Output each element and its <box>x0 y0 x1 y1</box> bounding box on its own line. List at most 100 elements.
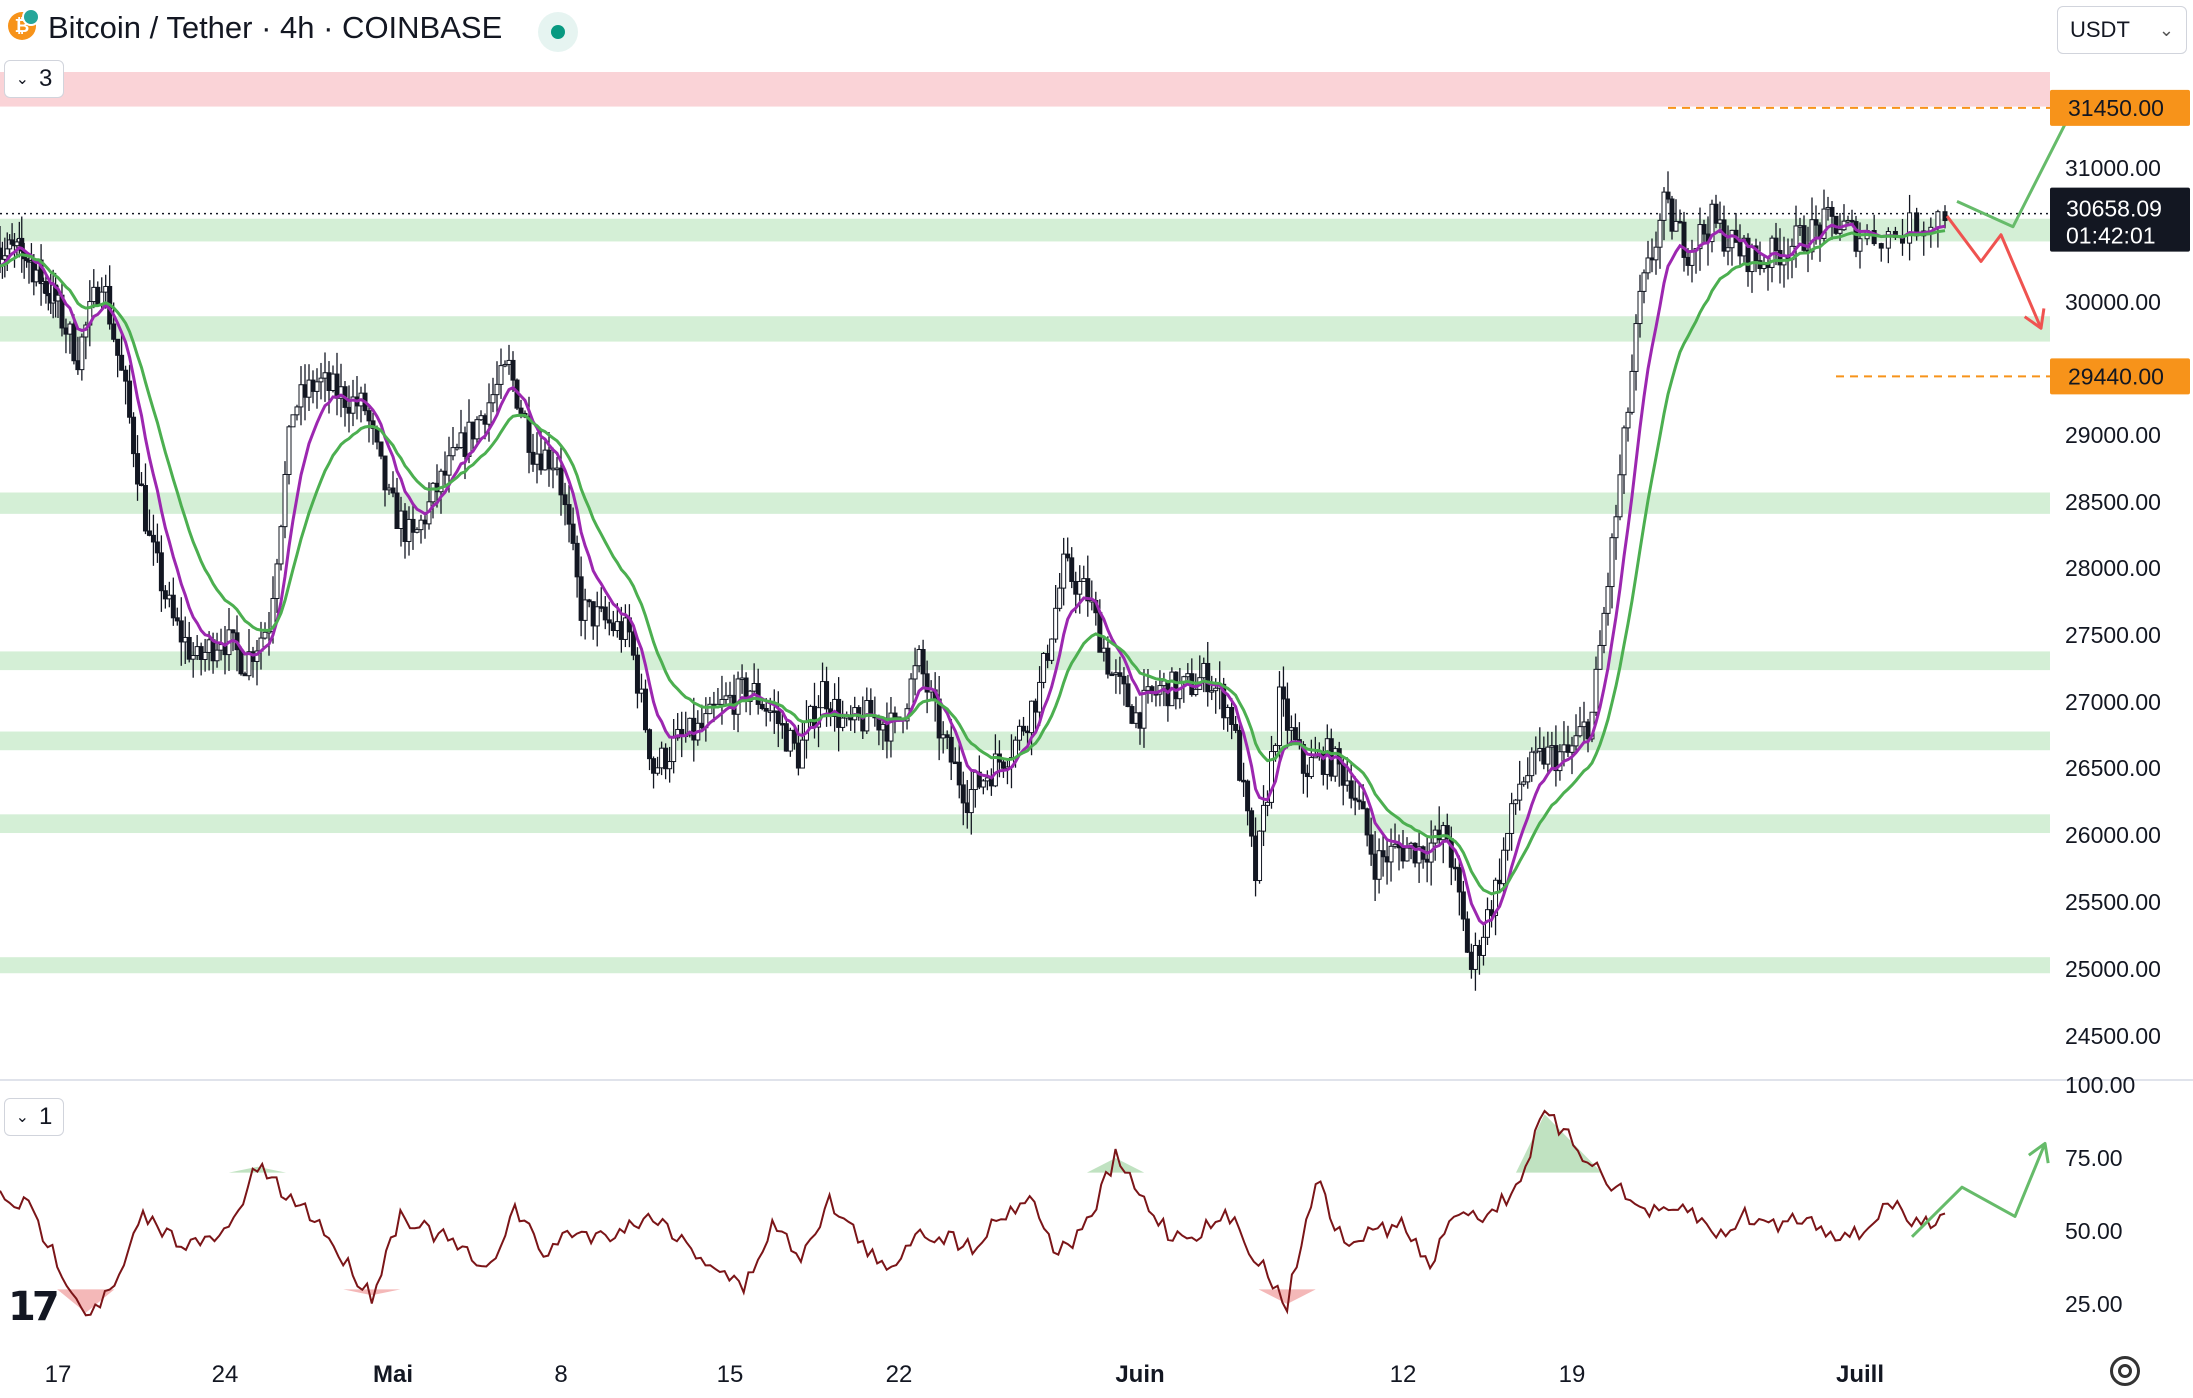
moving-averages <box>0 222 1946 926</box>
candle-body <box>610 622 616 632</box>
market-status-icon[interactable] <box>538 12 578 52</box>
candle-body <box>1468 951 1474 970</box>
bar-countdown-label: 01:42:01 <box>2066 223 2156 249</box>
currency-selector[interactable]: USDT ⌄ <box>2057 6 2187 54</box>
candle-body <box>1617 474 1623 518</box>
last-price-label: 30658.09 <box>2066 196 2162 222</box>
candle-body <box>1424 858 1430 863</box>
candle-body <box>1537 747 1543 752</box>
rsi-legend-toggle[interactable]: ⌄ 1 <box>4 1098 64 1136</box>
candle-body <box>1348 780 1354 799</box>
candle-body <box>194 646 200 657</box>
candle-body <box>158 552 164 592</box>
candle-body <box>1292 727 1298 741</box>
candle-body <box>892 712 898 718</box>
candle-body <box>4 248 10 257</box>
support-zone <box>0 492 2050 514</box>
candle-body <box>1356 799 1362 803</box>
candle-body <box>1545 746 1551 765</box>
candle-body <box>278 526 284 565</box>
candle-body <box>622 617 628 640</box>
main-legend-toggle[interactable]: ⌄ 3 <box>4 60 64 98</box>
time-tick-label: 8 <box>554 1361 567 1388</box>
settings-gear-icon[interactable] <box>2110 1356 2140 1386</box>
candle-body <box>1257 830 1263 882</box>
candle-body <box>924 673 930 693</box>
candle-body <box>414 529 420 533</box>
candle-body <box>446 455 452 476</box>
candle-body <box>1300 744 1306 774</box>
candle-body <box>763 707 769 712</box>
candle-body <box>482 415 488 425</box>
candle-body <box>1621 427 1627 476</box>
rsi-panel <box>0 1109 1946 1317</box>
candle-body <box>127 380 133 418</box>
candle-body <box>79 336 85 371</box>
candle-body <box>570 523 576 544</box>
symbol-title[interactable]: Bitcoin / Tether · 4h · COINBASE <box>48 10 503 45</box>
candle-body <box>1452 866 1458 870</box>
candle-body <box>1701 224 1707 235</box>
price-axis[interactable]: 24500.00 25000.00 25500.00 26000.00 26500.00… <box>2065 155 2161 1317</box>
candle-body <box>795 742 801 769</box>
candle-body <box>1685 256 1691 266</box>
level-lines <box>0 106 2193 1081</box>
candle-body <box>602 606 608 621</box>
candle-body <box>558 467 564 496</box>
candle-body <box>286 426 292 476</box>
rsi-legend-count: 1 <box>39 1103 53 1130</box>
tradingview-logo-icon[interactable]: 17 <box>8 1284 60 1330</box>
candle-body <box>574 542 580 578</box>
price-tick-label: 29000.00 <box>2065 422 2161 448</box>
candle-body <box>614 621 620 632</box>
candle-body <box>916 648 922 667</box>
candle-body <box>202 651 208 660</box>
candle-body <box>1061 553 1067 589</box>
candle-body <box>1677 220 1683 224</box>
candle-body <box>1125 683 1131 708</box>
price-tick-label: 27500.00 <box>2065 622 2161 648</box>
candle-body <box>302 384 308 398</box>
candle-body <box>1661 191 1667 221</box>
candle-body <box>174 617 180 622</box>
candle-body <box>1133 712 1139 724</box>
candle-body <box>598 606 604 609</box>
candle-body <box>135 453 141 485</box>
candle-body <box>1017 725 1022 741</box>
time-tick-label: Juill <box>1836 1361 1884 1388</box>
candle-body <box>310 379 316 392</box>
candle-body <box>582 599 588 621</box>
candle-body <box>1352 797 1358 801</box>
candle-body <box>663 747 669 770</box>
price-tick-label: 28000.00 <box>2065 555 2161 581</box>
candle-body <box>67 323 73 335</box>
candle-body <box>1265 801 1271 806</box>
candle-body <box>1388 845 1394 863</box>
candle-body <box>410 518 416 533</box>
candle-body <box>1521 781 1527 785</box>
candle-body <box>1101 647 1107 653</box>
time-tick-label: 12 <box>1390 1361 1417 1388</box>
candle-body <box>1609 537 1615 588</box>
candle-body <box>791 729 797 744</box>
candle-body <box>1304 772 1310 778</box>
candle-body <box>466 421 472 457</box>
candle-body <box>450 447 456 457</box>
candle-body <box>238 649 244 675</box>
candle-body <box>759 703 765 709</box>
candle-body <box>119 354 125 371</box>
candle-body <box>771 710 777 713</box>
price-tick-label: 30000.00 <box>2065 289 2161 315</box>
time-axis[interactable]: 17 24 Mai 8 15 22 Juin 12 19 Juill <box>45 1361 1884 1388</box>
candle-body <box>719 698 725 705</box>
candle-body <box>643 688 648 731</box>
candle-body <box>498 365 504 385</box>
time-tick-label: Mai <box>373 1361 413 1388</box>
candle-body <box>1033 700 1039 713</box>
candle-body <box>659 747 665 769</box>
candle-body <box>9 239 15 245</box>
candle-body <box>490 394 496 404</box>
candle-body <box>63 327 69 335</box>
candle-body <box>606 619 612 624</box>
